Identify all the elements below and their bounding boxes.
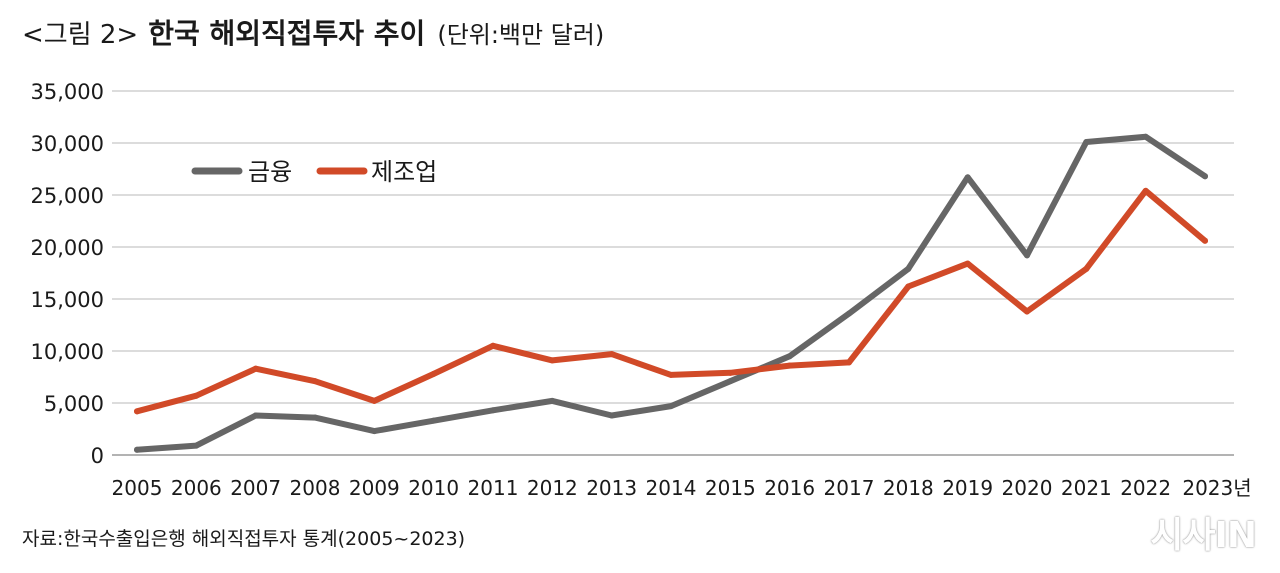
data-point xyxy=(312,378,318,385)
data-point xyxy=(1202,173,1208,180)
data-point xyxy=(1083,138,1090,145)
x-tick-label: 2019 xyxy=(942,476,993,500)
data-point xyxy=(668,371,674,378)
data-point xyxy=(312,414,318,421)
y-tick-label: 30,000 xyxy=(31,132,104,156)
data-point xyxy=(1024,252,1030,259)
data-point xyxy=(134,446,140,453)
x-tick-label: 2008 xyxy=(290,476,341,500)
data-point xyxy=(252,412,259,419)
y-tick-label: 15,000 xyxy=(31,288,104,312)
x-tick-label: 2014 xyxy=(646,476,697,500)
data-point xyxy=(964,174,971,181)
data-point xyxy=(371,397,378,404)
data-point xyxy=(1142,133,1149,140)
series-lines xyxy=(134,133,1208,453)
data-point xyxy=(490,407,496,414)
data-point xyxy=(549,397,556,404)
data-point xyxy=(1083,265,1090,272)
source-note: 자료:한국수출입은행 해외직접투자 통계(2005~2023) xyxy=(22,528,466,550)
data-point xyxy=(786,353,793,360)
unit-label: (단위:백만 달러) xyxy=(437,21,605,49)
data-point xyxy=(608,351,615,358)
x-tick-label: 2021 xyxy=(1061,476,1112,500)
y-tick-label: 20,000 xyxy=(31,236,104,260)
x-tick-label: 2006 xyxy=(171,476,222,500)
data-point xyxy=(905,283,912,290)
x-tick-label: 2022 xyxy=(1120,476,1171,500)
x-tick-label: 2017 xyxy=(824,476,875,500)
chart-title: <그림 2> 한국 해외직접투자 추이 (단위:백만 달러) xyxy=(22,12,604,56)
data-point xyxy=(490,342,496,349)
x-tick-label: 2016 xyxy=(764,476,815,500)
data-point xyxy=(1024,308,1030,315)
y-tick-label: 10,000 xyxy=(31,340,104,364)
x-tick-label: 2009 xyxy=(349,476,400,500)
x-tick-label: 2007 xyxy=(230,476,281,500)
data-point xyxy=(786,362,793,369)
data-point xyxy=(371,428,378,435)
data-point xyxy=(430,370,437,377)
data-point xyxy=(608,412,615,419)
title-text: 한국 해외직접투자 추이 xyxy=(148,17,426,50)
data-point xyxy=(430,417,437,424)
data-point xyxy=(134,408,140,415)
data-point xyxy=(668,403,674,410)
data-point xyxy=(964,260,971,267)
x-tick-label: 2018 xyxy=(883,476,934,500)
data-point xyxy=(905,265,912,272)
data-point xyxy=(252,365,259,372)
x-tick-label: 2015 xyxy=(705,476,756,500)
y-tick-label: 0 xyxy=(91,444,104,468)
gridlines xyxy=(112,90,1234,456)
y-tick-label: 25,000 xyxy=(31,184,104,208)
y-tick-label: 5,000 xyxy=(44,392,104,416)
y-axis-ticks: 0 5,000 10,000 15,000 20,000 25,000 30,000 35,0… xyxy=(31,80,104,468)
data-point xyxy=(727,369,734,376)
legend: 금융 제조업 xyxy=(191,158,437,186)
x-tick-label: 2013 xyxy=(586,476,637,500)
data-point xyxy=(1142,187,1149,194)
data-point xyxy=(193,442,200,449)
x-tick-label: 2005 xyxy=(112,476,163,500)
legend-label: 금융 xyxy=(248,158,292,186)
data-point xyxy=(727,378,734,385)
x-tick-label: 2010 xyxy=(408,476,459,500)
data-point xyxy=(549,357,556,364)
data-point xyxy=(846,359,852,366)
x-tick-label: 2023년 xyxy=(1182,476,1251,500)
x-tick-label: 2020 xyxy=(1002,476,1053,500)
x-tick-label: 2011 xyxy=(468,476,519,500)
figure-number: <그림 2> xyxy=(22,20,139,50)
data-point xyxy=(193,392,200,399)
data-point xyxy=(1202,237,1208,244)
x-axis-ticks: 2005 2006 2007 2008 2009 2010 2011 2012 2013 2014… xyxy=(112,476,1252,500)
watermark-logo: 시사IN xyxy=(1150,515,1257,556)
y-tick-label: 35,000 xyxy=(31,80,104,104)
legend-label: 제조업 xyxy=(371,158,437,186)
x-tick-label: 2012 xyxy=(527,476,578,500)
data-point xyxy=(846,310,852,317)
